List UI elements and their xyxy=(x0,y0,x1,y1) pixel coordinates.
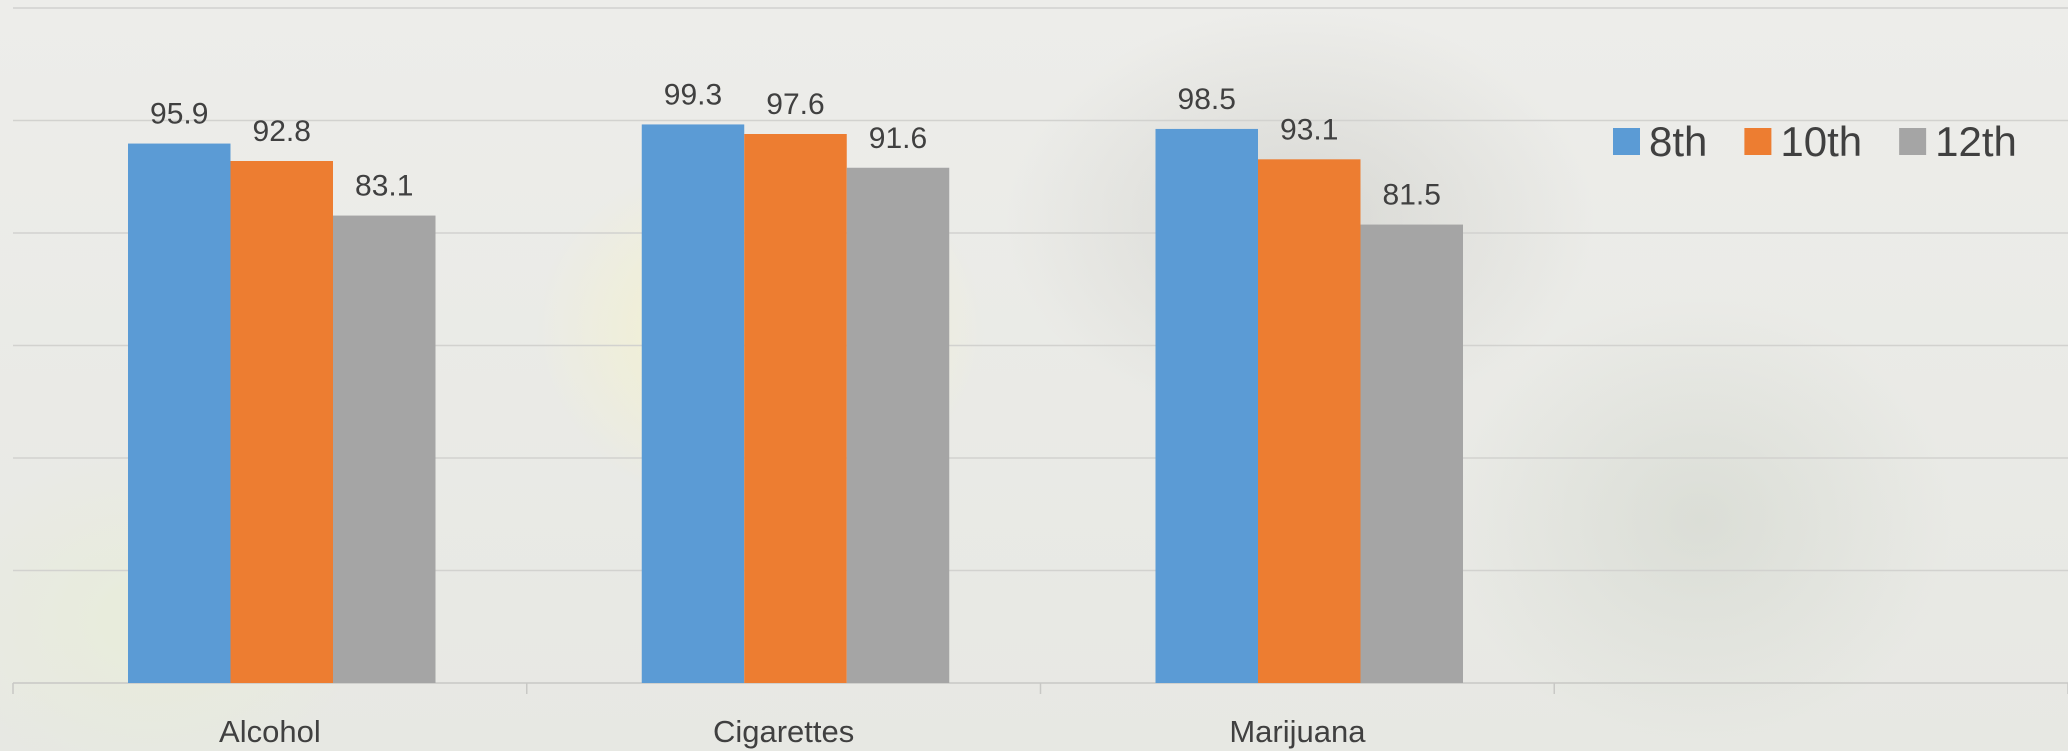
data-label: 97.6 xyxy=(766,88,824,121)
bar xyxy=(1155,128,1258,683)
legend-swatch xyxy=(1899,128,1927,155)
category-label: Marijuana xyxy=(1229,714,1366,749)
data-label: 92.8 xyxy=(253,115,311,148)
legend-swatch xyxy=(1613,128,1640,155)
data-label: 98.5 xyxy=(1178,83,1236,116)
category-label: Cigarettes xyxy=(713,714,854,749)
bar xyxy=(1360,224,1463,683)
data-label: 91.6 xyxy=(869,122,927,155)
bar xyxy=(641,124,745,683)
bar xyxy=(333,215,436,683)
legend-label: 10th xyxy=(1780,118,1862,165)
data-label: 95.9 xyxy=(150,98,208,131)
legend-label: 12th xyxy=(1935,118,2017,165)
bar xyxy=(1258,159,1361,683)
data-label: 99.3 xyxy=(664,78,722,111)
bar xyxy=(846,167,950,683)
bar xyxy=(128,143,231,683)
bar xyxy=(230,161,333,683)
data-label: 93.1 xyxy=(1280,113,1338,146)
legend-label: 8th xyxy=(1649,118,1707,165)
legend-swatch xyxy=(1744,128,1772,155)
bar xyxy=(744,134,847,683)
data-label: 81.5 xyxy=(1383,179,1441,212)
category-label: Alcohol xyxy=(219,714,321,749)
data-label: 83.1 xyxy=(355,170,413,203)
